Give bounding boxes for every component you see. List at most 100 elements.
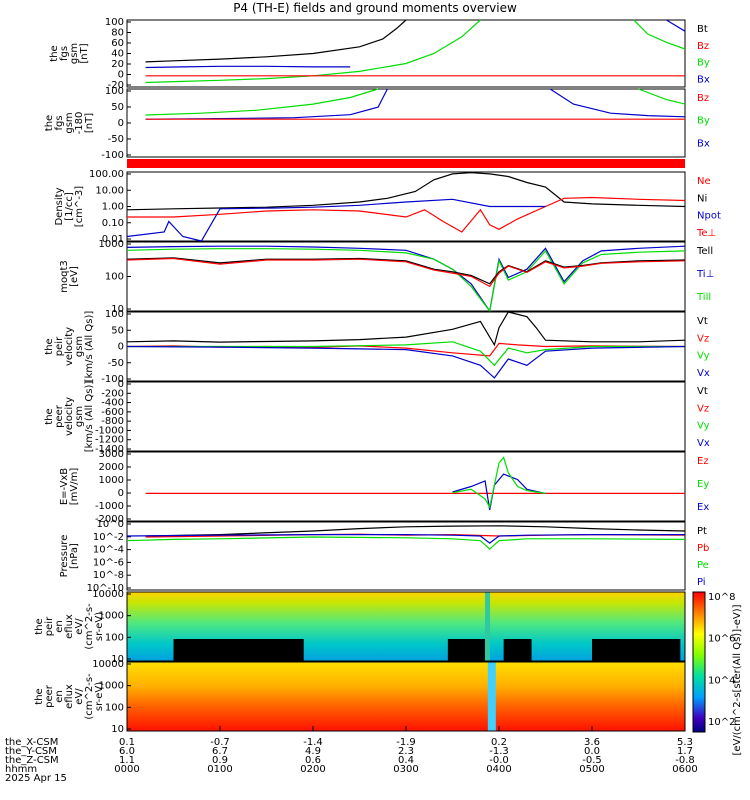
x-tick-label: -0.7: [210, 737, 230, 748]
x-tick-label: 0200: [300, 764, 325, 775]
legend-entry: Ex: [697, 502, 709, 513]
panel-frame: [126, 171, 686, 242]
x-tick-label: 0.9: [212, 755, 228, 766]
y-tick-label: 0.01: [102, 234, 124, 245]
x-tick-label: -0.0: [489, 755, 509, 766]
x-tick-label: 0500: [579, 764, 604, 775]
legend-entry: Bx: [697, 138, 710, 149]
x-tick-label: -1.4: [303, 737, 323, 748]
y-axis-label: the: [34, 688, 45, 704]
panel-6: 0-200-400-600-800-1000-1200-1400 the peer v…: [44, 379, 710, 455]
panel-8: 10^0 10^-2 10^-410^-6 10^-8 10^-10 Pressure [n…: [59, 519, 709, 594]
electron-vertical-stripe: [487, 662, 496, 731]
separator-bar: [127, 159, 685, 168]
y-tick-label: 10^0: [97, 519, 124, 530]
y-axis-label: [eV]: [69, 266, 80, 287]
panel-frame: [126, 521, 686, 591]
legend-entry: Till: [696, 292, 711, 303]
panel-frame: [126, 19, 686, 88]
y-tick-label: -50: [108, 134, 124, 145]
y-axis-label: gsm: [74, 406, 85, 427]
x-tick-label: 0.4: [398, 755, 414, 766]
panel-10: 10000 1000 100 10 the peer en eflux eV/(cm^2-s-s…: [34, 659, 686, 735]
y-axis-label: eflux: [64, 684, 75, 709]
panel-frame: [126, 451, 686, 522]
y-tick-label: -100: [101, 374, 124, 385]
series-Till: [126, 248, 686, 313]
y-axis-label: eV/: [74, 688, 85, 705]
x-tick-label: -0.5: [582, 755, 602, 766]
y-axis-label: [cm^-3]: [74, 186, 85, 227]
legend-entry: By: [697, 58, 710, 69]
legend-entry: By: [697, 116, 710, 127]
x-tick-label: 5.3: [677, 737, 693, 748]
x-row-label: the_Y-CSM: [5, 746, 57, 757]
y-axis-label: sr-eV): [94, 612, 105, 641]
series-Bt: [145, 19, 407, 63]
y-tick-label: 100: [105, 86, 124, 97]
y-tick-label: 50: [111, 325, 124, 336]
ion-low-energy-patch: [592, 639, 681, 661]
y-axis-label: en: [54, 620, 65, 633]
colorbar-label: [eV/(cm^2-s[ster(All Qs)]-eV)]: [732, 604, 743, 755]
x-tick-label: 0000: [114, 764, 139, 775]
y-axis-label: eV/: [74, 618, 85, 635]
x-row-label: hhmm: [5, 764, 37, 775]
y-axis-label: the: [49, 45, 60, 61]
panel-9: 10000 1000 100 10 the peir en eflux eV/(cm^2-s-s…: [34, 589, 686, 665]
x-tick-label: 0300: [393, 764, 418, 775]
y-tick-label: 100: [105, 309, 124, 320]
y-tick-label: 0: [118, 488, 124, 499]
y-axis-label: velocity: [64, 397, 75, 436]
x-tick-label: 3.6: [584, 737, 600, 748]
x-tick-label: 1.1: [119, 755, 135, 766]
y-tick-label: -200: [101, 388, 124, 399]
legend-entry: Vy: [697, 351, 710, 362]
x-tick-label: 1.7: [677, 746, 693, 757]
y-axis-label: fgs: [54, 115, 65, 130]
y-tick-label: 0: [118, 70, 124, 81]
panel-frame: [126, 88, 686, 158]
series-By: [145, 88, 379, 116]
y-axis-label: (cm^2-s-: [84, 603, 95, 650]
y-axis-label: [km/s (All Qs)]: [84, 381, 95, 453]
legend-entry: Vz: [697, 403, 709, 414]
x-tick-label: 0400: [486, 764, 511, 775]
y-axis-label: gsm: [74, 336, 85, 357]
series-Tell: [126, 257, 686, 285]
x-tick-label: -0.8: [675, 755, 695, 766]
y-axis-label: eflux: [64, 614, 75, 639]
y-tick-label: -400: [101, 398, 124, 409]
y-axis-label: Pressure: [59, 535, 70, 578]
legend-entry: Bz: [697, 41, 709, 52]
y-tick-label: 10^-8: [93, 570, 124, 581]
date-label: 2025 Apr 15: [5, 773, 67, 784]
x-tick-label: 0.0: [584, 746, 600, 757]
series-Pe: [126, 536, 686, 550]
y-tick-label: 0: [118, 379, 124, 390]
series-Pi: [126, 533, 685, 544]
y-tick-label: 1000: [99, 239, 124, 250]
series-By-late: [633, 19, 686, 50]
colorbar-tick-label: 10^6: [708, 634, 735, 645]
y-axis-label: the: [44, 115, 55, 131]
y-tick-label: 0: [118, 342, 124, 353]
legend-entry: Te⊥: [696, 228, 716, 239]
series-Bx-late: [666, 19, 686, 32]
y-tick-label: 100: [105, 702, 124, 713]
ion-low-energy-patch: [173, 639, 304, 661]
y-tick-label: 100: [105, 17, 124, 28]
x-tick-label: 6.7: [212, 746, 228, 757]
y-axis-label: fgs: [59, 46, 70, 61]
y-tick-label: -100: [101, 150, 124, 161]
y-axis-label: [1/cc]: [64, 192, 75, 221]
series-Ni: [126, 172, 686, 211]
legend-entry: Ti⊥: [696, 269, 714, 280]
legend-entry: Bt: [697, 24, 708, 35]
y-tick-label: 20: [111, 59, 124, 70]
series-Vt: [126, 311, 686, 347]
y-tick-label: -1000: [95, 501, 124, 512]
